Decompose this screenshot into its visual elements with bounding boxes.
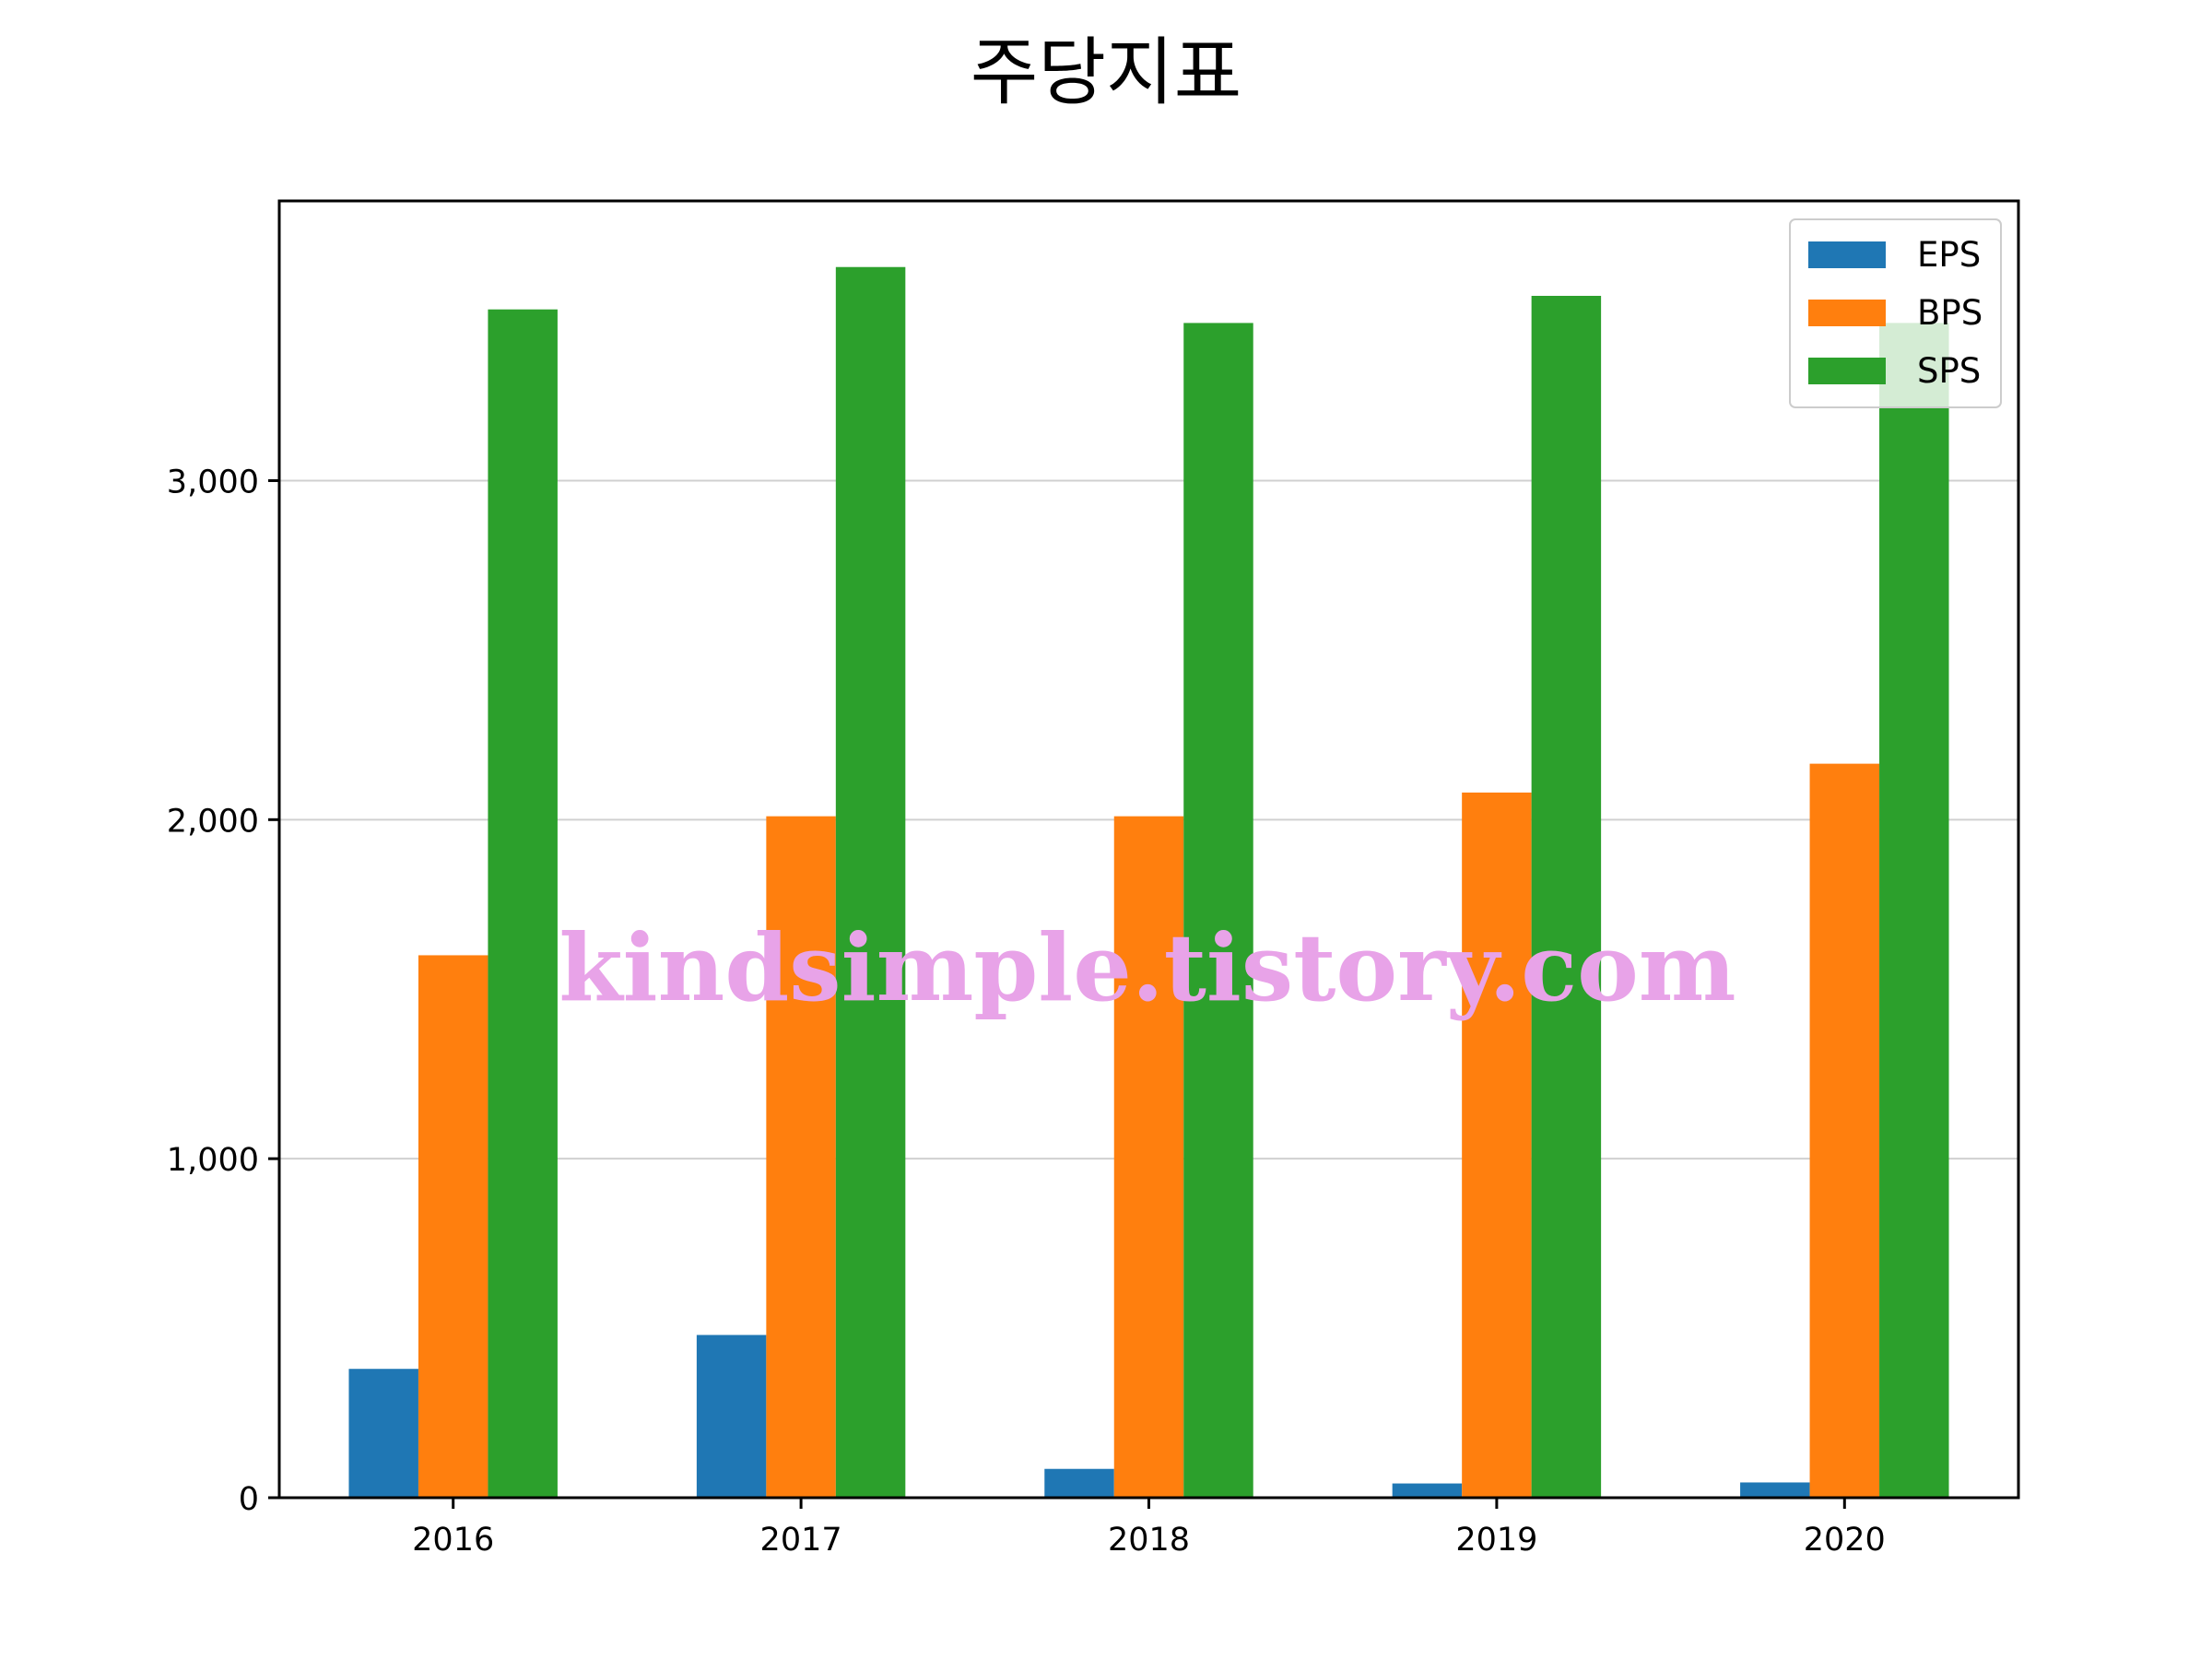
bar-eps-2018 — [1044, 1468, 1114, 1498]
x-tick-label: 2016 — [412, 1522, 494, 1559]
watermark: kindsimple.tistory.com — [559, 913, 1735, 1022]
legend-label-eps: EPS — [1917, 235, 1981, 275]
bar-sps-2019 — [1531, 295, 1602, 1498]
bar-sps-2020 — [1879, 323, 1949, 1498]
legend: EPS BPS SPS — [1789, 218, 2002, 408]
bar-eps-2019 — [1392, 1483, 1463, 1498]
bar-eps-2017 — [696, 1335, 767, 1498]
x-tick-label: 2018 — [1108, 1522, 1190, 1559]
bar-bps-2018 — [1113, 816, 1184, 1498]
y-tick-label: 2,000 — [167, 803, 259, 840]
legend-swatch-sps — [1808, 358, 1886, 384]
bar-bps-2017 — [766, 816, 836, 1498]
bar-sps-2016 — [488, 309, 558, 1498]
y-tick-label: 1,000 — [167, 1142, 259, 1179]
y-tick-label: 3,000 — [167, 464, 259, 500]
legend-swatch-eps — [1808, 241, 1886, 268]
bar-sps-2017 — [835, 266, 906, 1499]
axis-ticks: 0 1,000 2,000 3,000 2016 2017 2018 2019 2020 — [167, 464, 1886, 1559]
legend-label-bps: BPS — [1917, 293, 1983, 333]
legend-items: EPS BPS SPS — [1808, 235, 1983, 391]
bar-bps-2019 — [1462, 792, 1532, 1498]
x-tick-label: 2019 — [1455, 1522, 1537, 1559]
x-tick-label: 2020 — [1804, 1522, 1886, 1559]
y-tick-label: 0 — [239, 1481, 259, 1518]
bar-bps-2020 — [1809, 763, 1880, 1498]
bar-eps-2016 — [348, 1369, 418, 1498]
chart-title: 주당지표 — [970, 29, 1242, 115]
bar-eps-2020 — [1740, 1482, 1810, 1498]
x-tick-label: 2017 — [760, 1522, 842, 1559]
legend-label-sps: SPS — [1917, 351, 1981, 391]
bar-sps-2018 — [1183, 323, 1253, 1498]
bar-bps-2016 — [418, 955, 488, 1498]
bars — [348, 266, 1949, 1499]
legend-swatch-bps — [1808, 300, 1886, 326]
